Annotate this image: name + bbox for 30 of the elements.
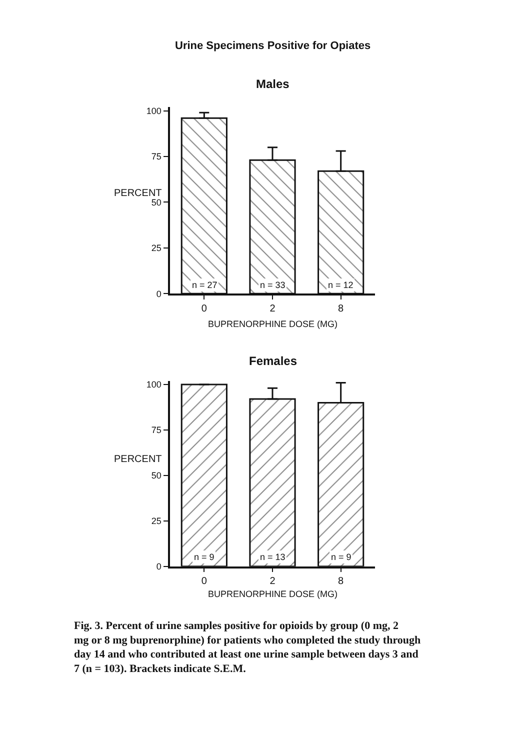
x-tick-label: 0 bbox=[201, 303, 208, 314]
y-tick-label: 0 bbox=[156, 288, 162, 299]
annotation: n = 27 bbox=[192, 280, 218, 290]
annotation: n = 12 bbox=[328, 280, 354, 290]
chart-title: Females bbox=[249, 354, 298, 368]
y-tick-label: 75 bbox=[151, 152, 162, 162]
x-tick-label: 8 bbox=[338, 576, 344, 588]
annotation: n = 13 bbox=[260, 552, 286, 562]
y-tick-label: 25 bbox=[151, 516, 162, 526]
y-axis-title: PERCENT bbox=[114, 188, 162, 199]
annotation: n = 9 bbox=[331, 552, 352, 562]
x-tick-label: 2 bbox=[270, 576, 276, 588]
y-tick-label: 25 bbox=[151, 243, 162, 254]
x-axis-title: BUPRENORPHINE DOSE (MG) bbox=[208, 319, 338, 329]
y-tick-label: 50 bbox=[151, 197, 162, 208]
x-tick-label: 2 bbox=[270, 303, 276, 314]
x-tick-label: 0 bbox=[201, 576, 208, 588]
chart-title: Urine Specimens Positive for Opiates bbox=[175, 40, 371, 52]
annotation: n = 9 bbox=[194, 552, 214, 562]
y-tick-label: 100 bbox=[146, 380, 162, 390]
chart-subtitle: Males bbox=[256, 77, 290, 91]
y-tick-label: 75 bbox=[151, 425, 162, 436]
annotation: n = 33 bbox=[260, 280, 286, 290]
x-tick-label: 8 bbox=[338, 303, 344, 314]
caption: Fig. 3. Percent of urine samples positive for opioids by group (0 mg, 2 mg or 8 mg buprenorphine) for patients who completed the study through day 14 and who contributed at least one urine sample between days 3 and 7 (n = 103). Brackets indicate S.E.M. bbox=[74, 620, 421, 675]
y-tick-label: 100 bbox=[146, 106, 162, 116]
y-tick-label: 50 bbox=[151, 470, 162, 481]
y-axis-title: PERCENT bbox=[114, 454, 162, 465]
y-tick-label: 0 bbox=[156, 561, 162, 572]
x-axis-title: BUPRENORPHINE DOSE (MG) bbox=[208, 589, 338, 599]
